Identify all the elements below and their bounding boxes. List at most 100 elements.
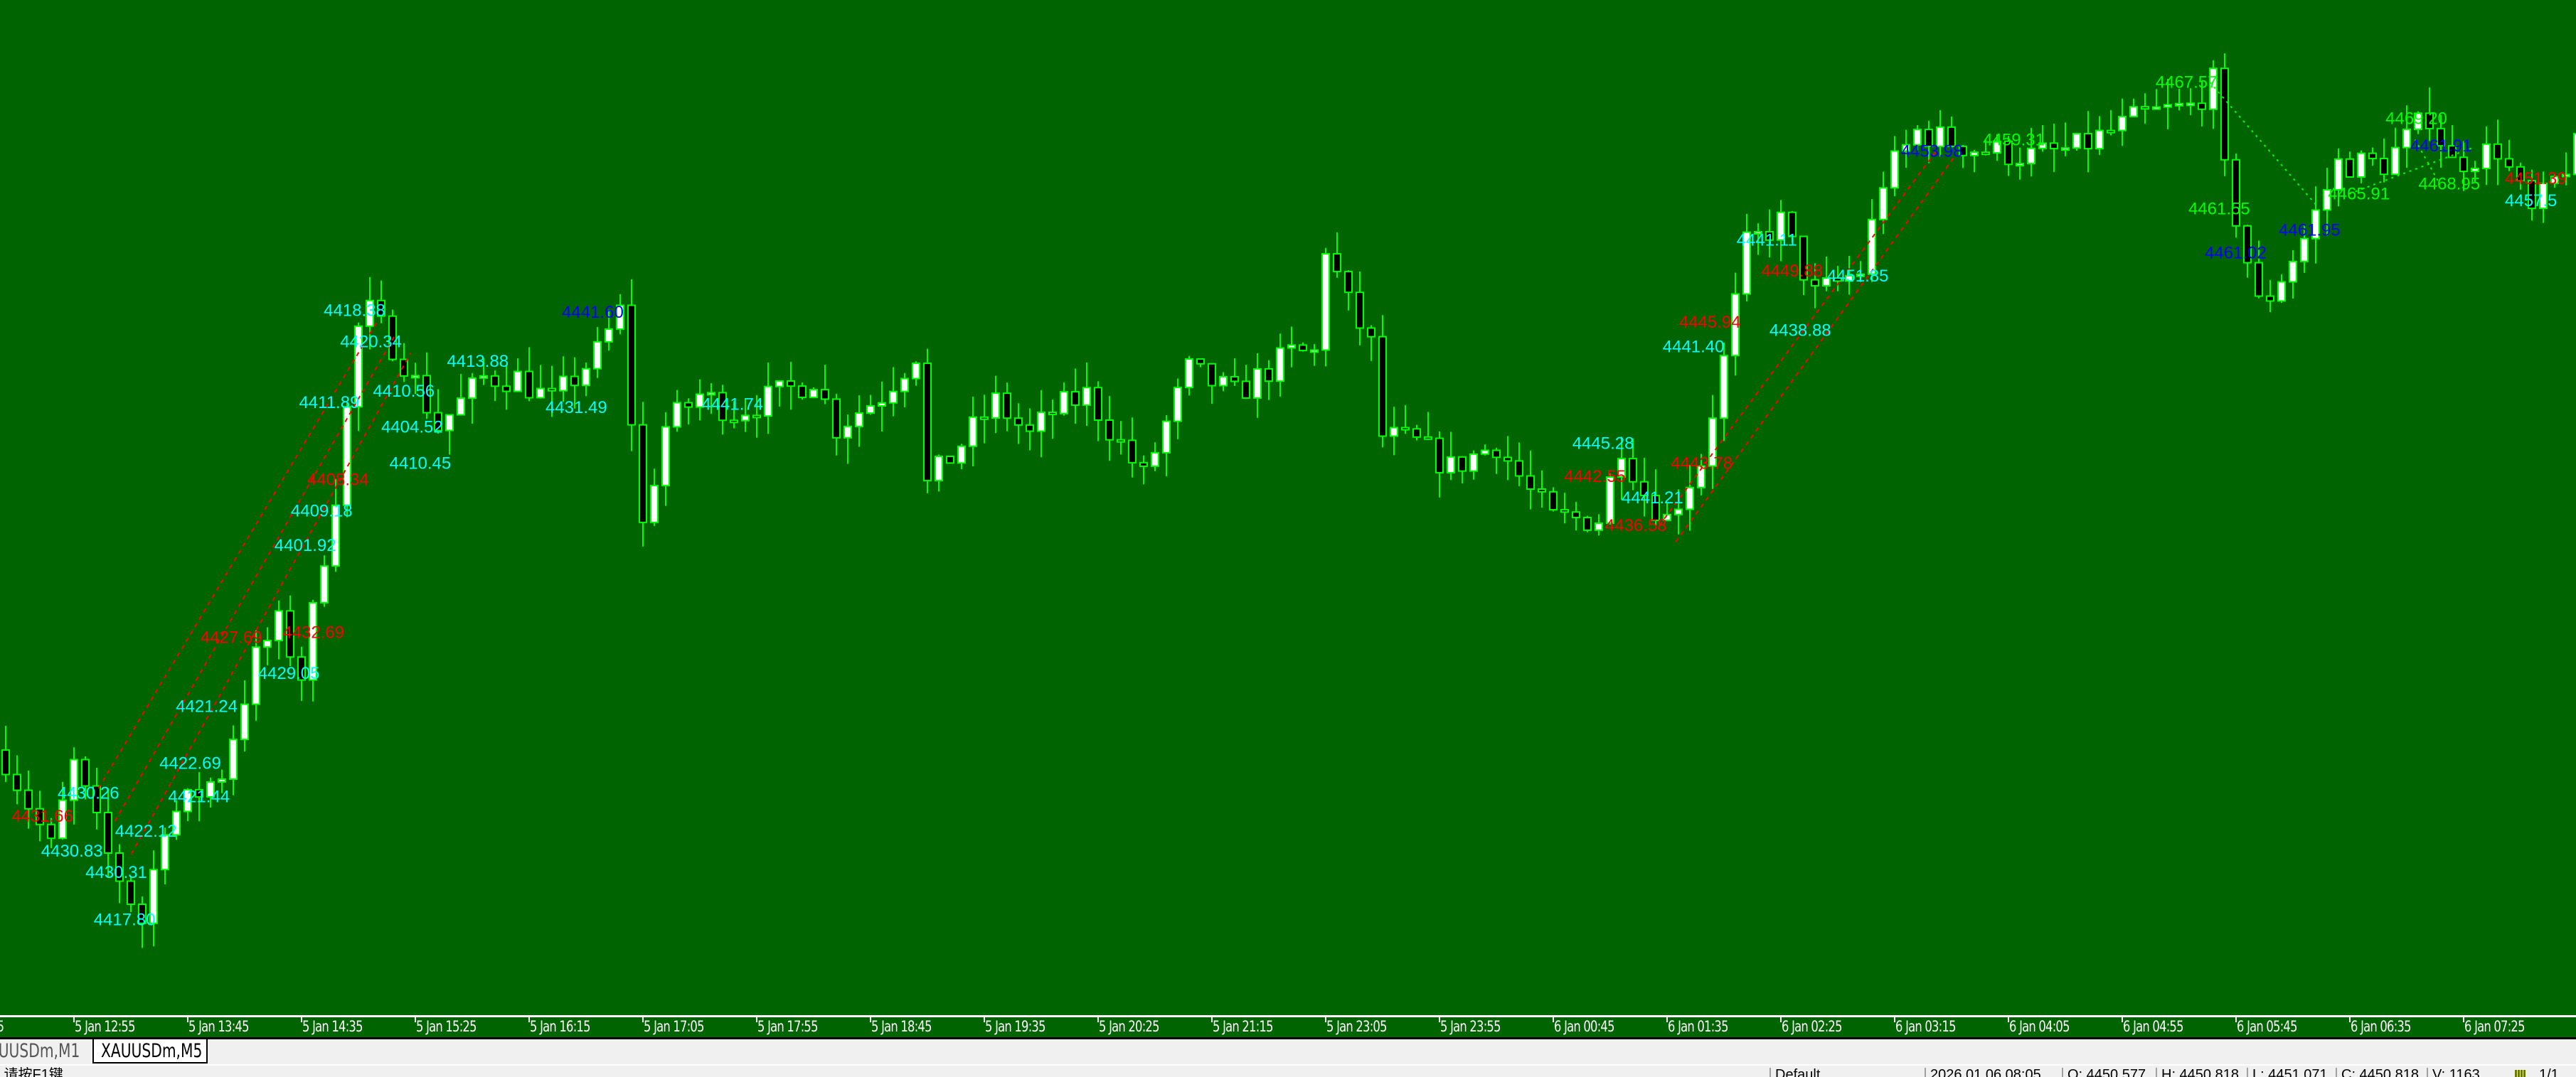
bull-candle-body bbox=[149, 869, 158, 924]
bull-candle-body bbox=[1276, 347, 1284, 382]
bull-candle-body bbox=[2118, 115, 2127, 132]
bear-candle-body bbox=[1424, 436, 1432, 440]
price-label: 4443.78 bbox=[1671, 454, 1733, 473]
bull-candle-body bbox=[764, 385, 772, 417]
bear-candle-body bbox=[1367, 327, 1375, 338]
bull-candle-body bbox=[1082, 387, 1091, 406]
bull-candle-body bbox=[1686, 486, 1694, 510]
bear-candle-body bbox=[2255, 262, 2263, 297]
bull-candle-body bbox=[605, 328, 613, 343]
bear-candle-body bbox=[81, 759, 90, 787]
bear-candle-body bbox=[718, 392, 727, 422]
bull-candle-body bbox=[900, 377, 909, 392]
status-volume: V: 1163 bbox=[2427, 1068, 2480, 1077]
bull-candle-body bbox=[240, 703, 249, 741]
bull-candle-body bbox=[275, 610, 283, 642]
bear-candle-body bbox=[92, 785, 101, 814]
price-label: 4408.34 bbox=[307, 471, 369, 490]
bear-candle-body bbox=[377, 299, 385, 317]
bull-candle-body bbox=[1822, 277, 1831, 286]
bear-candle-body bbox=[1128, 439, 1137, 464]
connection-bars-icon[interactable] bbox=[2515, 1070, 2530, 1077]
price-label: 4441.74 bbox=[701, 395, 763, 414]
bull-candle-body bbox=[183, 788, 192, 813]
bull-candle-body bbox=[2311, 209, 2320, 240]
bear-candle-body bbox=[2141, 106, 2149, 110]
bull-candle-body bbox=[2061, 147, 2070, 151]
bear-candle-body bbox=[138, 904, 147, 924]
bear-candle-body bbox=[286, 610, 294, 658]
bull-candle-body bbox=[2300, 237, 2309, 262]
candlestick-plot: 4430.26 4431.66 4430.83 4422.12 4430.31 4417.… bbox=[1, 53, 2576, 948]
price-label: 4431.66 bbox=[11, 807, 73, 826]
bear-candle-body bbox=[1629, 458, 1637, 483]
bear-candle-body bbox=[1196, 358, 1205, 365]
bull-candle-body bbox=[741, 414, 750, 422]
bear-candle-body bbox=[502, 385, 511, 392]
bear-candle-body bbox=[1799, 235, 1808, 281]
bear-candle-body bbox=[1003, 392, 1011, 419]
bull-candle-body bbox=[1162, 420, 1171, 454]
bear-candle-body bbox=[1811, 279, 1819, 286]
price-label: 4442.55 bbox=[1564, 467, 1626, 486]
price-label: 4445.28 bbox=[1572, 434, 1634, 454]
bear-candle-body bbox=[946, 455, 954, 464]
bear-candle-body bbox=[2220, 68, 2229, 161]
bull-candle-body bbox=[809, 389, 818, 399]
time-tick bbox=[415, 1017, 416, 1022]
bull-candle-body bbox=[1970, 151, 1979, 156]
bull-candle-body bbox=[1742, 231, 1751, 295]
time-tick bbox=[870, 1017, 871, 1022]
price-label: 4453.98 bbox=[1901, 142, 1963, 161]
bear-candle-body bbox=[980, 416, 989, 420]
bull-candle-body bbox=[593, 341, 602, 370]
time-tick bbox=[1097, 1017, 1099, 1022]
price-chart[interactable]: 4430.26 4431.66 4430.83 4422.12 4430.31 4417.… bbox=[0, 0, 2576, 1037]
bull-candle-body bbox=[1447, 456, 1455, 473]
time-tick bbox=[2122, 1017, 2123, 1022]
time-tick bbox=[2463, 1017, 2464, 1022]
price-label: 4449.88 bbox=[1761, 262, 1823, 281]
price-label: 4417.80 bbox=[94, 911, 156, 930]
bear-candle-body bbox=[1344, 270, 1353, 294]
price-label: 4451.85 bbox=[1827, 267, 1889, 286]
status-open: O: 4450.577 bbox=[2062, 1068, 2146, 1077]
time-axis-label: 5 Jan 16:15 bbox=[530, 1018, 590, 1035]
bear-candle-body bbox=[13, 773, 21, 791]
bull-candle-body bbox=[1185, 358, 1193, 389]
bull-candle-body bbox=[673, 402, 681, 428]
bull-candle-body bbox=[229, 739, 238, 781]
bull-candle-body bbox=[218, 778, 226, 783]
bull-candle-body bbox=[1469, 453, 1478, 472]
price-label: 4461.02 bbox=[2205, 244, 2267, 263]
bull-candle-body bbox=[513, 370, 522, 392]
time-tick bbox=[1780, 1017, 1782, 1022]
time-tick bbox=[1553, 1017, 1554, 1022]
bear-candle-body bbox=[127, 880, 135, 906]
bear-candle-body bbox=[400, 358, 408, 377]
chart-tab-bar: XAUUSDm,M1 XAUUSDm,M5 bbox=[0, 1037, 2576, 1066]
price-label: 4461.95 bbox=[2279, 220, 2341, 240]
status-close: C: 4450.818 bbox=[2336, 1068, 2419, 1077]
bear-candle-body bbox=[2243, 225, 2252, 264]
bear-candle-body bbox=[1515, 460, 1523, 477]
bull-candle-body bbox=[2539, 182, 2548, 210]
time-axis-label: 25 bbox=[0, 1018, 4, 1035]
bull-candle-body bbox=[878, 402, 886, 407]
tab-xauusdm-m5[interactable]: XAUUSDm,M5 bbox=[92, 1039, 208, 1063]
bull-candle-body bbox=[1856, 273, 1865, 277]
bull-candle-body bbox=[1606, 476, 1614, 525]
bear-candle-body bbox=[2380, 158, 2388, 176]
bear-candle-body bbox=[2505, 158, 2513, 168]
time-axis-label: 5 Jan 15:25 bbox=[416, 1018, 477, 1035]
bull-candle-body bbox=[366, 299, 374, 327]
price-label: 4441.40 bbox=[1663, 337, 1725, 356]
time-axis-label: 5 Jan 21:15 bbox=[1213, 1018, 1273, 1035]
bear-candle-body bbox=[2528, 180, 2536, 210]
bull-candle-body bbox=[855, 412, 863, 427]
time-axis-label: 6 Jan 03:15 bbox=[1895, 1018, 1956, 1035]
bear-candle-body bbox=[1572, 511, 1580, 518]
time-tick bbox=[1439, 1017, 1440, 1022]
bull-candle-body bbox=[206, 781, 215, 798]
tab-xauusdm-m1[interactable]: XAUUSDm,M1 bbox=[0, 1040, 80, 1062]
